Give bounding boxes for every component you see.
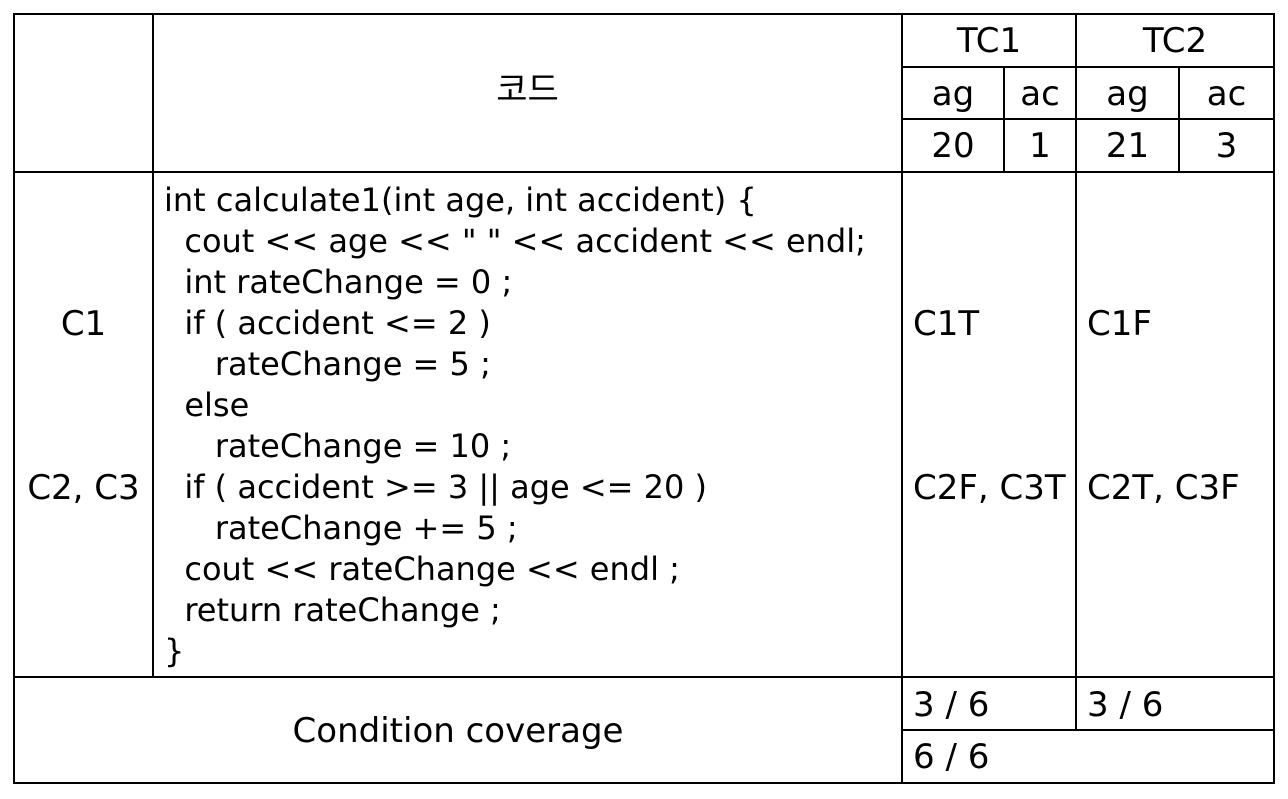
tc1-header: TC1: [956, 21, 1022, 61]
tc2-ac-value: 3: [1215, 126, 1238, 166]
tc1-ag-value: 20: [931, 126, 975, 166]
divider-header-body: [13, 171, 1275, 173]
divider-body-footer: [13, 676, 1275, 678]
code-line: if ( accident <= 2 ): [164, 304, 491, 342]
code-block: int calculate1(int age, int accident) { …: [164, 180, 899, 670]
tc1-ac-header: ac: [1020, 74, 1060, 114]
tc1-ag-header: ag: [931, 74, 975, 114]
divider-footer-total: [901, 729, 1275, 731]
tc1-coverage: 3 / 6: [913, 685, 990, 725]
divider-code-tc1: [901, 13, 903, 784]
row-label-c2-c3: C2, C3: [27, 468, 140, 508]
condition-coverage-table: 코드 TC1 TC2 ag ac ag ac 20 1 21 3 C1 C2, …: [13, 13, 1275, 784]
total-coverage: 6 / 6: [913, 737, 990, 777]
code-line: }: [164, 632, 185, 670]
tc1-result-c1: C1T: [913, 304, 980, 344]
tc2-ag-value: 21: [1105, 126, 1150, 166]
code-line: int calculate1(int age, int accident) {: [164, 181, 757, 219]
tc1-result-c2-c3: C2F, C3T: [913, 468, 1066, 508]
code-line: rateChange = 5 ;: [164, 345, 491, 383]
tc2-result-c1: C1F: [1087, 304, 1152, 344]
divider-tc-label-row: [901, 66, 1275, 68]
code-line: cout << age << " " << accident << endl;: [164, 222, 866, 260]
tc1-ac-value: 1: [1029, 126, 1051, 166]
border-right: [1273, 13, 1275, 784]
tc2-result-c2-c3: C2T, C3F: [1087, 468, 1240, 508]
tc2-coverage: 3 / 6: [1087, 685, 1164, 725]
tc2-ac-header: ac: [1206, 74, 1247, 114]
code-line: rateChange = 10 ;: [164, 427, 512, 465]
divider-tc1-tc2: [1075, 13, 1077, 731]
code-line: int rateChange = 0 ;: [164, 263, 513, 301]
divider-tc-subcol-row: [901, 118, 1275, 120]
border-left: [13, 13, 15, 784]
condition-coverage-label: Condition coverage: [292, 711, 624, 751]
tc2-ag-header: ag: [1106, 74, 1149, 114]
border-top: [13, 13, 1275, 15]
row-label-c1: C1: [60, 304, 107, 344]
code-column-header: 코드: [496, 70, 559, 110]
code-line: rateChange += 5 ;: [164, 509, 518, 547]
tc2-header: TC2: [1142, 21, 1208, 61]
code-line: return rateChange ;: [164, 591, 501, 629]
border-bottom: [13, 782, 1275, 784]
divider-label-code: [152, 13, 154, 678]
code-line: if ( accident >= 3 || age <= 20 ): [164, 468, 708, 506]
code-line: else: [164, 386, 250, 424]
code-line: cout << rateChange << endl ;: [164, 550, 680, 588]
